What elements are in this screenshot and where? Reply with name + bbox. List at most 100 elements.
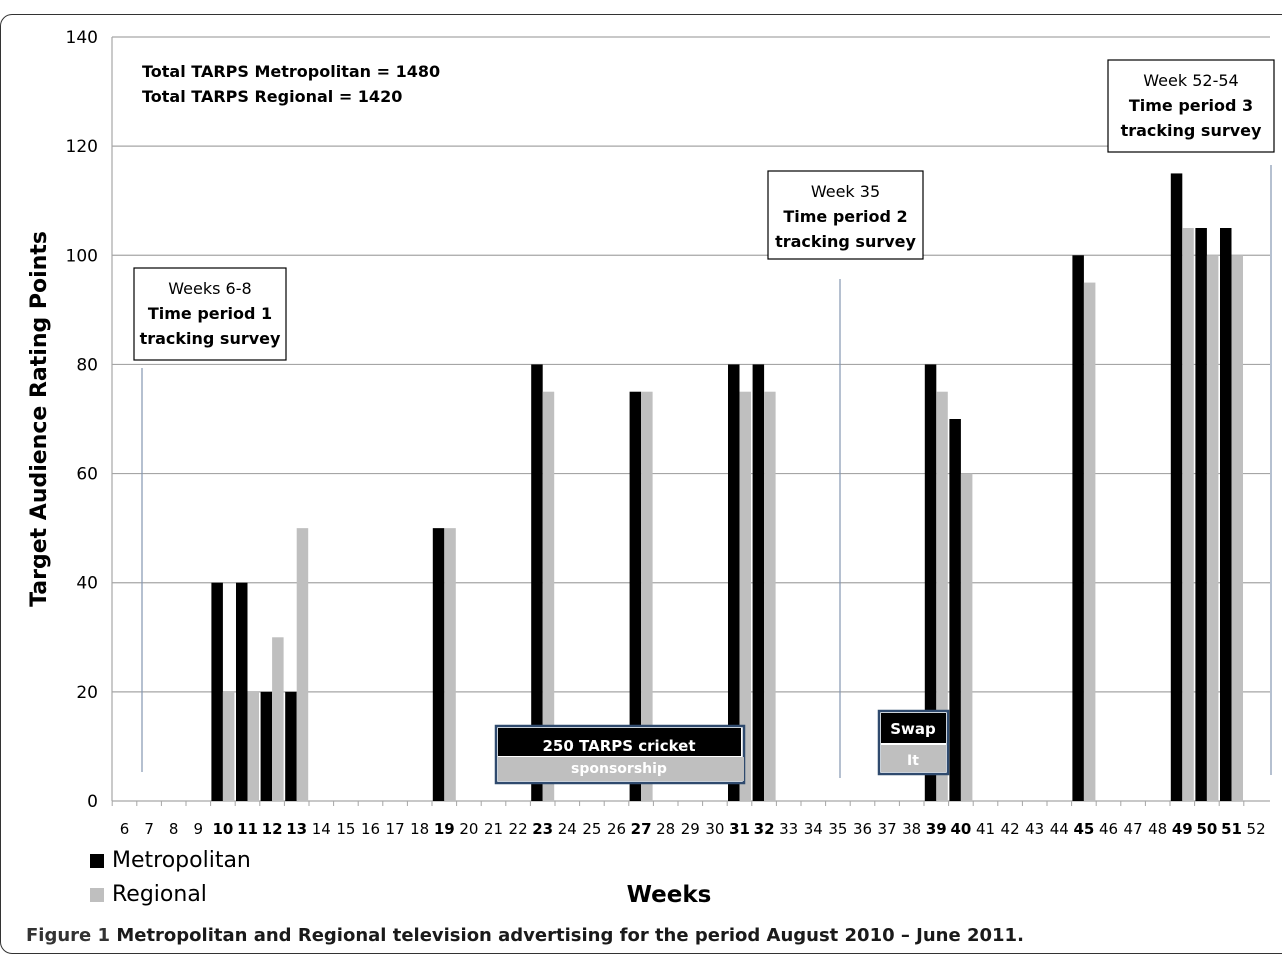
y-tick-label: 100 [66, 246, 98, 266]
x-tick-label: 13 [286, 820, 307, 838]
legend-label-regional: Regional [112, 882, 207, 907]
legend-label-metropolitan: Metropolitan [112, 848, 251, 873]
swap-annotation-text: It [907, 753, 919, 769]
x-tick-label: 44 [1050, 820, 1069, 838]
y-tick-label: 20 [76, 683, 98, 703]
figure-caption-text: Metropolitan and Regional television adv… [116, 925, 1024, 946]
x-tick-label: 26 [607, 820, 626, 838]
x-tick-label: 7 [144, 820, 154, 838]
x-tick-label: 24 [558, 820, 577, 838]
swap-annotation-text: Swap [890, 720, 936, 738]
x-tick-label: 39 [926, 820, 947, 838]
x-tick-label: 6 [120, 820, 130, 838]
x-tick-label: 27 [631, 820, 652, 838]
survey-annotation-box [133, 267, 287, 361]
bar-metropolitan [924, 364, 937, 801]
x-tick-label: 29 [681, 820, 700, 838]
bar-metropolitan [949, 419, 961, 801]
x-tick-label: 30 [705, 820, 724, 838]
x-tick-label: 11 [237, 820, 258, 838]
bar-metropolitan [728, 364, 740, 801]
swap-annotation-top [881, 713, 946, 743]
bar-regional [739, 391, 751, 801]
x-tick-label: 18 [410, 820, 429, 838]
bar-metropolitan [285, 691, 297, 801]
bar-metropolitan [1170, 173, 1183, 801]
survey-annotation-text: tracking survey [140, 329, 281, 348]
x-tick-label: 41 [976, 820, 995, 838]
x-tick-label: 23 [532, 820, 553, 838]
swap-annotation-bottom [881, 745, 946, 772]
x-tick-label: 15 [336, 820, 355, 838]
x-tick-label: 46 [1099, 820, 1118, 838]
x-tick-label: 43 [1025, 820, 1044, 838]
bar-metropolitan [531, 364, 543, 801]
survey-annotation-text: tracking survey [775, 232, 916, 251]
bar-metropolitan [1220, 228, 1232, 801]
x-tick-label: 14 [312, 820, 331, 838]
figure-label: Figure 1 [26, 925, 111, 946]
bar-regional [641, 391, 653, 801]
survey-annotation-text: Time period 3 [1129, 96, 1253, 115]
bar-metropolitan [629, 391, 642, 801]
bar-metropolitan [211, 582, 223, 801]
x-tick-label: 49 [1172, 820, 1193, 838]
y-tick-label: 140 [66, 28, 98, 48]
bar-regional [272, 637, 284, 801]
legend-swatch-regional [90, 887, 104, 902]
x-tick-label: 19 [434, 820, 455, 838]
cricket-annotation-top [498, 728, 741, 756]
survey-annotation-box [767, 170, 924, 260]
x-tick-label: 42 [1001, 820, 1020, 838]
survey-annotation-text: Weeks 6-8 [168, 279, 251, 298]
bar-regional [1231, 255, 1243, 802]
totals-text: Total TARPS Regional = 1420 [142, 87, 402, 106]
bar-regional [444, 528, 456, 801]
survey-annotation-text: Time period 2 [783, 207, 907, 226]
bar-metropolitan [1195, 228, 1207, 801]
bar-regional [1182, 228, 1194, 801]
bar-metropolitan [236, 582, 248, 801]
x-tick-label: 40 [950, 820, 971, 838]
x-tick-label: 50 [1196, 820, 1217, 838]
bar-regional [222, 691, 235, 801]
survey-annotation-text: Week 35 [811, 182, 880, 201]
survey-annotation-text: Time period 1 [148, 304, 272, 323]
x-axis-title: Weeks [627, 882, 712, 908]
x-tick-label: 47 [1124, 820, 1143, 838]
y-tick-label: 40 [76, 574, 98, 594]
bar-regional [1206, 255, 1219, 802]
x-tick-label: 17 [386, 820, 405, 838]
y-tick-label: 120 [66, 137, 98, 157]
bar-regional [1083, 282, 1096, 802]
x-tick-label: 21 [484, 820, 503, 838]
x-tick-label: 52 [1247, 820, 1266, 838]
y-axis-title: Target Audience Rating Points [27, 231, 52, 607]
x-tick-label: 9 [194, 820, 204, 838]
legend-item-regional: Regional [90, 882, 207, 907]
y-tick-label: 60 [76, 465, 98, 485]
bar-regional [247, 691, 259, 801]
x-tick-label: 12 [262, 820, 283, 838]
cricket-annotation-text: sponsorship [571, 761, 667, 777]
bar-regional [764, 391, 776, 801]
x-tick-label: 31 [729, 820, 750, 838]
bar-metropolitan [432, 528, 445, 801]
x-tick-label: 10 [212, 820, 233, 838]
x-tick-label: 37 [878, 820, 897, 838]
bar-regional [960, 473, 973, 801]
bar-metropolitan [260, 691, 273, 801]
bar-regional [296, 528, 309, 801]
legend-item-metropolitan: Metropolitan [90, 848, 251, 873]
x-tick-label: 28 [656, 820, 675, 838]
survey-annotation-box [1107, 59, 1275, 153]
legend-swatch-metropolitan [90, 853, 104, 868]
figure-caption: Figure 1 Metropolitan and Regional telev… [26, 925, 1024, 946]
x-tick-label: 20 [459, 820, 478, 838]
bar-regional [542, 391, 555, 801]
x-tick-label: 22 [509, 820, 528, 838]
x-tick-label: 48 [1148, 820, 1167, 838]
x-tick-label: 36 [853, 820, 872, 838]
x-tick-label: 25 [582, 820, 601, 838]
